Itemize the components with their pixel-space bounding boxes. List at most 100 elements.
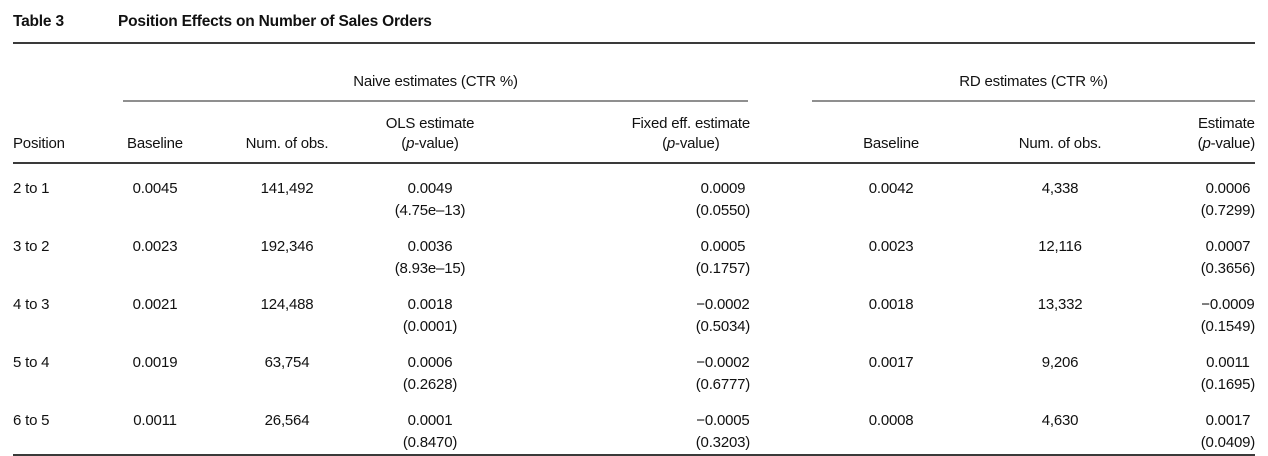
p-value: (0.8470)	[402, 434, 458, 451]
table-caption: Table 3 Position Effects on Number of Sa…	[13, 12, 1255, 32]
cell-fixed-eff-estimate: −0.0002 (0.5034)	[486, 280, 810, 338]
p-value: (0.3656)	[1200, 260, 1256, 277]
cell-baseline-naive: 0.0019	[132, 354, 178, 371]
table-number: Table 3	[13, 13, 64, 30]
cell-baseline-rd: 0.0042	[868, 180, 914, 197]
cell-fixed-eff-estimate: 0.0005 (0.1757)	[486, 222, 810, 280]
header-estimate-rd-label: Estimate	[1197, 115, 1255, 132]
spanner-naive: Naive estimates (CTR %)	[110, 44, 810, 102]
rule-top	[13, 42, 1255, 44]
header-ols-estimate-label: OLS estimate	[385, 115, 475, 132]
cell-baseline-naive: 0.0023	[132, 238, 178, 255]
estimate-value: 0.0001	[407, 412, 453, 429]
estimate-value: 0.0007	[1205, 238, 1251, 255]
cell-num-obs-rd: 4,630	[1041, 412, 1079, 429]
cell-position: 2 to 1	[13, 180, 50, 197]
estimate-value: 0.0036	[407, 238, 453, 255]
header-ols-pvalue-label: (p-value)	[401, 135, 459, 152]
header-fixed-eff-estimate: Fixed eff. estimate (p-value)	[486, 102, 811, 164]
cell-position: 4 to 3	[13, 296, 50, 313]
cell-num-obs-naive: 192,346	[260, 238, 314, 255]
p-value: (4.75e–13)	[394, 202, 466, 219]
cell-baseline-naive: 0.0045	[132, 180, 178, 197]
cell-num-obs-rd: 12,116	[1038, 238, 1082, 255]
cell-baseline-naive: 0.0021	[132, 296, 178, 313]
spanner-label-naive: Naive estimates (CTR %)	[123, 72, 749, 102]
p-value: (0.0550)	[695, 202, 751, 219]
p-value: (0.0409)	[1200, 434, 1256, 451]
estimate-value: −0.0005	[696, 412, 750, 429]
cell-ols-estimate: 0.0036 (8.93e–15)	[374, 222, 486, 280]
header-num-obs-rd: Num. of obs.	[972, 102, 1149, 164]
table-row: 2 to 1 0.0045 141,492 0.0049 (4.75e–13) …	[13, 163, 1255, 222]
spanner-rd: RD estimates (CTR %)	[810, 44, 1256, 102]
p-value: (0.1757)	[695, 260, 751, 277]
cell-num-obs-naive: 124,488	[260, 296, 314, 313]
table-row: 4 to 3 0.0021 124,488 0.0018 (0.0001) −0…	[13, 280, 1255, 338]
cell-num-obs-naive: 141,492	[260, 180, 314, 197]
estimate-value: 0.0049	[407, 180, 453, 197]
p-value: (0.1695)	[1200, 376, 1256, 393]
cell-fixed-eff-estimate: 0.0009 (0.0550)	[486, 163, 810, 222]
estimate-value: 0.0011	[1206, 354, 1250, 371]
estimate-value: 0.0017	[1205, 412, 1251, 429]
estimate-value: 0.0005	[700, 238, 746, 255]
cell-fixed-eff-estimate: −0.0002 (0.6777)	[486, 338, 810, 396]
estimate-value: 0.0018	[407, 296, 453, 313]
cell-baseline-rd: 0.0017	[868, 354, 914, 371]
cell-num-obs-rd: 13,332	[1037, 296, 1083, 313]
cell-baseline-naive: 0.0011	[133, 412, 177, 429]
cell-fixed-eff-estimate: −0.0005 (0.3203)	[486, 396, 810, 454]
cell-position: 6 to 5	[13, 412, 50, 429]
spanner-spacer	[13, 44, 110, 102]
estimate-value: −0.0002	[696, 296, 750, 313]
table-row: 3 to 2 0.0023 192,346 0.0036 (8.93e–15) …	[13, 222, 1255, 280]
header-estimate-rd: Estimate (p-value)	[1148, 102, 1256, 164]
cell-baseline-rd: 0.0018	[868, 296, 914, 313]
spanner-row: Naive estimates (CTR %) RD estimates (CT…	[13, 44, 1256, 102]
cell-estimate-rd: 0.0007 (0.3656)	[1148, 222, 1255, 280]
p-value: (0.7299)	[1200, 202, 1256, 219]
header-baseline-naive: Baseline	[110, 102, 200, 164]
cell-position: 5 to 4	[13, 354, 50, 371]
p-value: (0.2628)	[402, 376, 458, 393]
rule-bottom	[13, 454, 1255, 456]
results-table: Naive estimates (CTR %) RD estimates (CT…	[13, 44, 1255, 454]
cell-num-obs-naive: 63,754	[264, 354, 310, 371]
cell-num-obs-rd: 9,206	[1041, 354, 1079, 371]
cell-estimate-rd: −0.0009 (0.1549)	[1148, 280, 1255, 338]
header-row: Position Baseline Num. of obs. OLS estim…	[13, 102, 1256, 164]
spanner-label-rd: RD estimates (CTR %)	[812, 72, 1256, 102]
cell-baseline-rd: 0.0023	[868, 238, 914, 255]
cell-ols-estimate: 0.0049 (4.75e–13)	[374, 163, 486, 222]
table-title: Position Effects on Number of Sales Orde…	[118, 13, 432, 30]
header-ols-estimate: OLS estimate (p-value)	[374, 102, 486, 164]
estimate-value: 0.0006	[1205, 180, 1251, 197]
header-num-obs-naive: Num. of obs.	[200, 102, 374, 164]
estimate-value: −0.0009	[1201, 296, 1255, 313]
header-estimate-rd-pvalue-label: (p-value)	[1197, 135, 1256, 152]
cell-estimate-rd: 0.0011 (0.1695)	[1148, 338, 1255, 396]
cell-estimate-rd: 0.0006 (0.7299)	[1148, 163, 1255, 222]
p-value: (0.0001)	[402, 318, 458, 335]
estimate-value: 0.0009	[700, 180, 746, 197]
cell-position: 3 to 2	[13, 238, 50, 255]
cell-baseline-rd: 0.0008	[868, 412, 914, 429]
cell-ols-estimate: 0.0001 (0.8470)	[374, 396, 486, 454]
cell-num-obs-naive: 26,564	[264, 412, 310, 429]
cell-estimate-rd: 0.0017 (0.0409)	[1148, 396, 1255, 454]
estimate-value: 0.0006	[407, 354, 453, 371]
p-value: (0.6777)	[695, 376, 751, 393]
p-value: (0.3203)	[695, 434, 751, 451]
cell-ols-estimate: 0.0018 (0.0001)	[374, 280, 486, 338]
p-value: (8.93e–15)	[394, 260, 466, 277]
header-baseline-rd: Baseline	[810, 102, 973, 164]
p-value: (0.1549)	[1200, 318, 1256, 335]
cell-ols-estimate: 0.0006 (0.2628)	[374, 338, 486, 396]
header-fixed-eff-estimate-label: Fixed eff. estimate	[631, 115, 751, 132]
table-row: 5 to 4 0.0019 63,754 0.0006 (0.2628) −0.…	[13, 338, 1255, 396]
estimate-value: −0.0002	[696, 354, 750, 371]
header-fixed-eff-pvalue-label: (p-value)	[662, 135, 720, 152]
header-position: Position	[13, 102, 110, 164]
